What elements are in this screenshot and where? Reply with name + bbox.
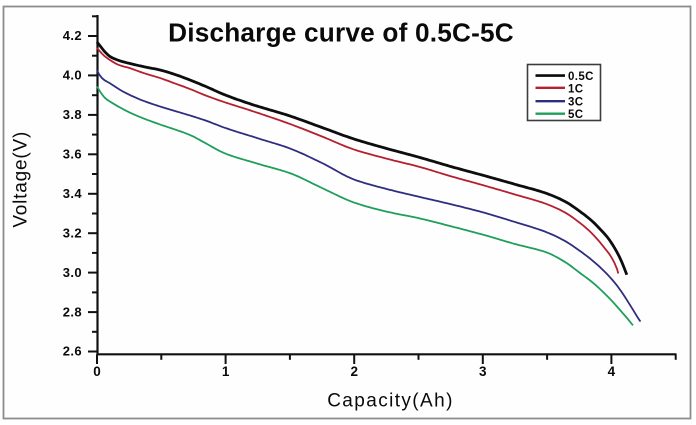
- svg-text:Capacity(Ah): Capacity(Ah): [327, 391, 454, 412]
- svg-text:3.2: 3.2: [63, 225, 82, 240]
- svg-text:4: 4: [608, 364, 616, 379]
- svg-text:3: 3: [479, 364, 487, 379]
- svg-text:3.4: 3.4: [63, 186, 83, 201]
- svg-text:3C: 3C: [568, 97, 584, 109]
- svg-text:0: 0: [93, 364, 101, 379]
- svg-text:5C: 5C: [568, 109, 584, 121]
- svg-text:3.6: 3.6: [63, 147, 82, 162]
- svg-text:Discharge curve of 0.5C-5C: Discharge curve of 0.5C-5C: [168, 18, 514, 48]
- svg-text:2: 2: [350, 364, 358, 379]
- svg-text:1C: 1C: [568, 83, 584, 95]
- svg-text:0.5C: 0.5C: [568, 71, 594, 83]
- svg-text:2.6: 2.6: [63, 344, 82, 359]
- svg-text:4.0: 4.0: [63, 68, 82, 83]
- svg-text:4.2: 4.2: [63, 28, 82, 43]
- svg-text:3.0: 3.0: [63, 265, 82, 280]
- svg-text:Voltage(V): Voltage(V): [10, 131, 31, 228]
- svg-text:3.8: 3.8: [63, 107, 82, 122]
- svg-text:1: 1: [222, 364, 230, 379]
- svg-text:2.8: 2.8: [63, 304, 82, 319]
